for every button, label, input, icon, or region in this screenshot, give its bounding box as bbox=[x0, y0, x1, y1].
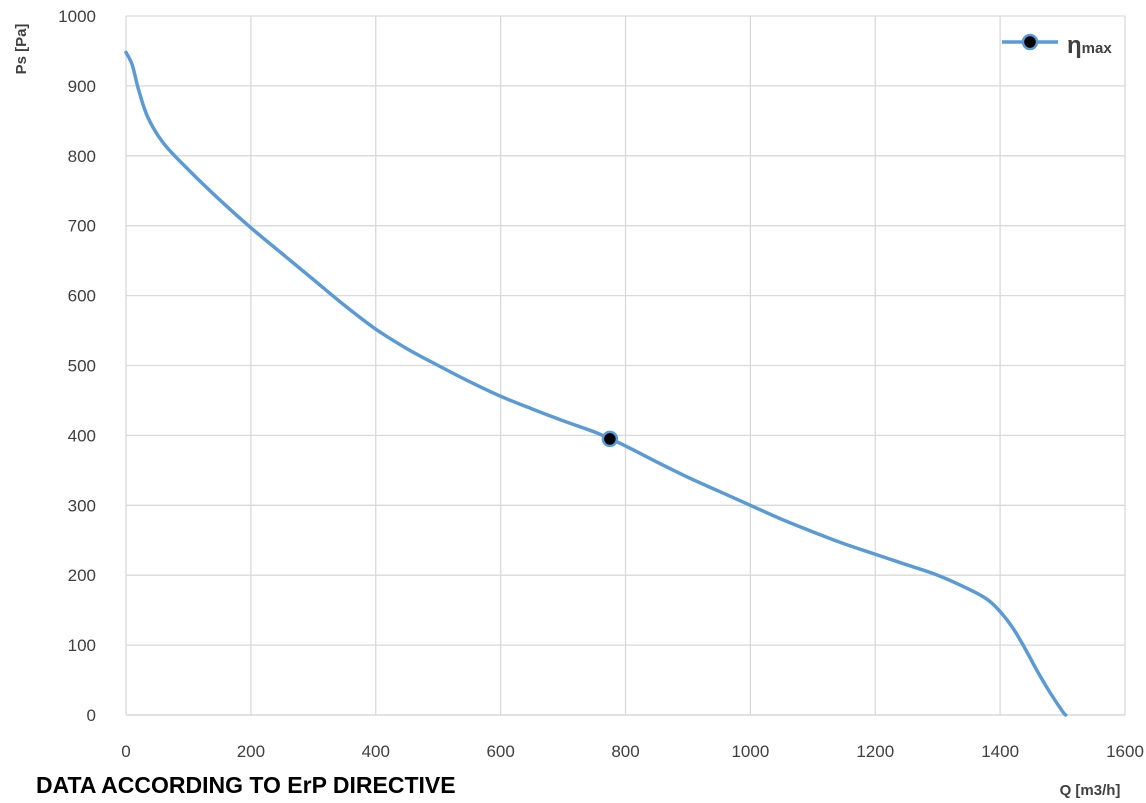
legend-marker-swatch bbox=[1021, 33, 1039, 51]
x-tick-label: 800 bbox=[611, 742, 639, 761]
y-tick-label: 0 bbox=[87, 706, 96, 725]
y-tick-label: 200 bbox=[68, 566, 96, 585]
x-tick-label: 1200 bbox=[856, 742, 894, 761]
x-tick-label: 0 bbox=[121, 742, 130, 761]
x-tick-label: 200 bbox=[237, 742, 265, 761]
y-tick-label: 600 bbox=[68, 287, 96, 306]
y-axis-ticks: 0 100 200 300 400 500 600 700 800 900 1000 bbox=[58, 7, 96, 725]
series-line-eta-max bbox=[124, 50, 1068, 717]
x-tick-label: 400 bbox=[362, 742, 390, 761]
eta-max-point-marker bbox=[601, 430, 619, 448]
y-axis-label: Ps [Pa] bbox=[13, 24, 30, 75]
legend-eta-subscript: max bbox=[1082, 40, 1113, 57]
y-tick-label: 900 bbox=[68, 77, 96, 96]
x-axis-label: Q [m3/h] bbox=[1060, 782, 1121, 799]
x-axis-ticks: 0 200 400 600 800 1000 1200 1400 1600 bbox=[121, 742, 1144, 761]
y-tick-label: 700 bbox=[68, 217, 96, 236]
directive-caption: DATA ACCORDING TO ErP DIRECTIVE bbox=[36, 772, 456, 798]
y-tick-label: 300 bbox=[68, 496, 96, 515]
x-tick-label: 600 bbox=[486, 742, 514, 761]
legend-eta-symbol: η bbox=[1067, 32, 1082, 59]
legend-label: ηmax bbox=[1067, 32, 1112, 59]
y-tick-label: 400 bbox=[68, 426, 96, 445]
y-tick-label: 100 bbox=[68, 636, 96, 655]
legend: ηmax bbox=[1002, 32, 1112, 59]
x-tick-label: 1000 bbox=[731, 742, 769, 761]
y-tick-label: 800 bbox=[68, 147, 96, 166]
x-tick-label: 1400 bbox=[981, 742, 1019, 761]
y-tick-label: 1000 bbox=[58, 7, 96, 26]
x-tick-label: 1600 bbox=[1106, 742, 1144, 761]
chart-grid bbox=[125, 15, 1126, 716]
y-tick-label: 500 bbox=[68, 357, 96, 376]
